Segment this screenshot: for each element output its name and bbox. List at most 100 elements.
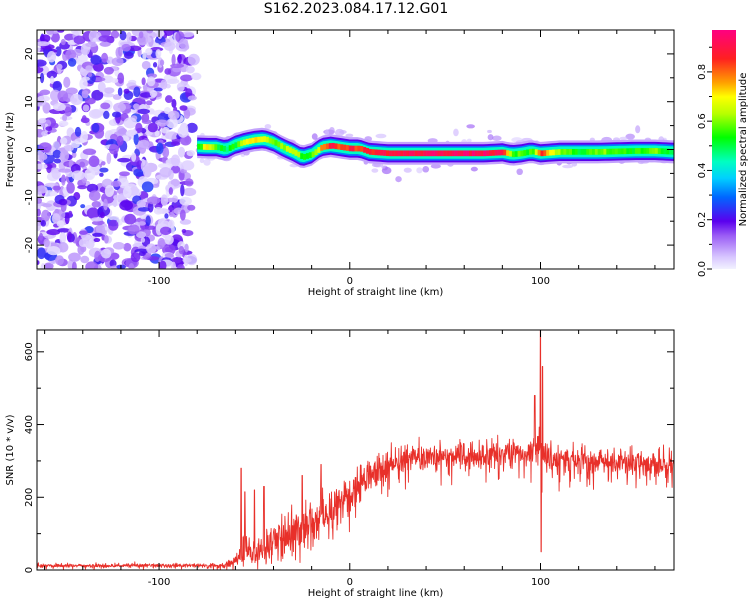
noise-blob	[99, 41, 111, 47]
ridge-core-cell	[237, 141, 241, 148]
noise-blob	[93, 62, 104, 72]
spectrogram-noise	[37, 30, 202, 269]
ridge-core-cell	[669, 148, 673, 155]
ridge-core-cell	[557, 149, 561, 155]
noise-blob	[122, 186, 132, 198]
ridge-core-cell	[394, 150, 398, 157]
noise-blob	[167, 78, 180, 84]
ridge-core-cell	[617, 148, 621, 155]
noise-blob	[160, 194, 169, 207]
noise-blob	[146, 243, 157, 254]
ridge-core-cell	[351, 145, 355, 152]
noise-blob	[102, 75, 114, 84]
ridge-core-cell	[623, 148, 627, 155]
noise-blob	[100, 161, 106, 166]
noise-blob	[164, 234, 174, 245]
snr-ytick-label: 0	[24, 567, 35, 573]
noise-blob	[78, 238, 89, 248]
ridge-core-cell	[580, 149, 584, 155]
noise-blob	[37, 247, 46, 260]
snr-ytick-label: 400	[24, 415, 35, 434]
ridge-core-cell	[569, 149, 573, 155]
noise-blob	[41, 153, 48, 160]
noise-blob	[183, 108, 191, 120]
noise-blob	[137, 108, 150, 115]
noise-blob	[144, 225, 156, 230]
noise-blob	[103, 198, 108, 211]
ridge-core-cell	[534, 149, 538, 156]
spectrogram-xlabel: Height of straight line (km)	[308, 287, 444, 298]
spectrogram-plot-area	[37, 30, 674, 269]
ridge-core-cell	[649, 148, 653, 154]
noise-blob	[123, 51, 134, 59]
ridge-core-cell	[222, 145, 227, 152]
noise-blob	[177, 264, 185, 269]
snr-series-line	[37, 330, 674, 570]
ridge-core-cell	[345, 145, 350, 151]
ridge-core-cell	[283, 144, 287, 151]
noise-blob	[159, 167, 172, 178]
noise-blob	[68, 252, 81, 262]
ridge-halo-blob	[311, 133, 318, 140]
colorbar-gradient	[712, 30, 736, 269]
ridge-core-cell	[474, 150, 478, 157]
noise-blob	[145, 215, 151, 226]
ridge-core-cell	[288, 147, 292, 154]
noise-blob	[37, 185, 48, 194]
ridge-core-cell	[265, 136, 269, 143]
noise-blob	[57, 242, 69, 253]
noise-blob	[108, 215, 120, 221]
noise-blob	[67, 231, 72, 243]
ridge-core-cell	[423, 150, 427, 157]
ridge-core-cell	[494, 149, 498, 156]
ridge-halo-blob	[416, 167, 423, 174]
noise-blob	[163, 41, 176, 51]
noise-blob	[184, 178, 194, 187]
noise-blob	[155, 119, 169, 127]
colorbar-tick-label: 0.4	[697, 162, 708, 178]
ridge-halo-blob	[619, 136, 628, 140]
noise-blob	[90, 217, 103, 222]
ridge-core-cell	[594, 149, 598, 155]
ridge-core-cell	[597, 149, 601, 155]
noise-blob	[40, 220, 46, 227]
noise-blob	[138, 221, 146, 226]
noise-blob	[103, 66, 114, 75]
noise-blob	[65, 49, 77, 61]
noise-blob	[93, 238, 101, 243]
ridge-core-cell	[320, 144, 324, 151]
noise-blob	[156, 142, 164, 155]
ridge-core-cell	[643, 148, 647, 154]
ridge-core-cell	[491, 150, 495, 156]
noise-blob	[152, 62, 158, 68]
noise-blob	[179, 105, 188, 111]
ridge-core-cell	[374, 149, 378, 156]
ridge-core-cell	[549, 149, 553, 156]
ridge-core-cell	[337, 143, 341, 150]
noise-blob	[164, 252, 174, 258]
noise-blob	[187, 204, 196, 211]
ridge-core-cell	[248, 138, 252, 144]
ridge-halo-blob	[562, 164, 574, 169]
ridge-core-cell	[546, 150, 550, 156]
ridge-core-cell	[514, 151, 518, 157]
noise-blob	[117, 72, 125, 84]
noise-blob	[104, 185, 115, 198]
noise-blob	[186, 253, 198, 266]
ridge-core-cell	[303, 153, 307, 160]
noise-blob	[163, 30, 175, 37]
noise-blob	[37, 208, 41, 217]
noise-blob	[91, 89, 104, 101]
noise-blob	[99, 172, 104, 177]
noise-blob	[179, 196, 192, 206]
snr-plot-area	[37, 330, 674, 570]
noise-blob	[116, 135, 124, 146]
noise-blob	[66, 182, 75, 194]
noise-blob	[141, 60, 151, 70]
noise-blob	[50, 31, 60, 43]
noise-blob	[92, 77, 106, 82]
noise-blob	[113, 194, 127, 201]
ridge-core-cell	[463, 150, 467, 157]
ridge-core-cell	[640, 148, 644, 154]
ridge-core-cell	[200, 143, 204, 150]
